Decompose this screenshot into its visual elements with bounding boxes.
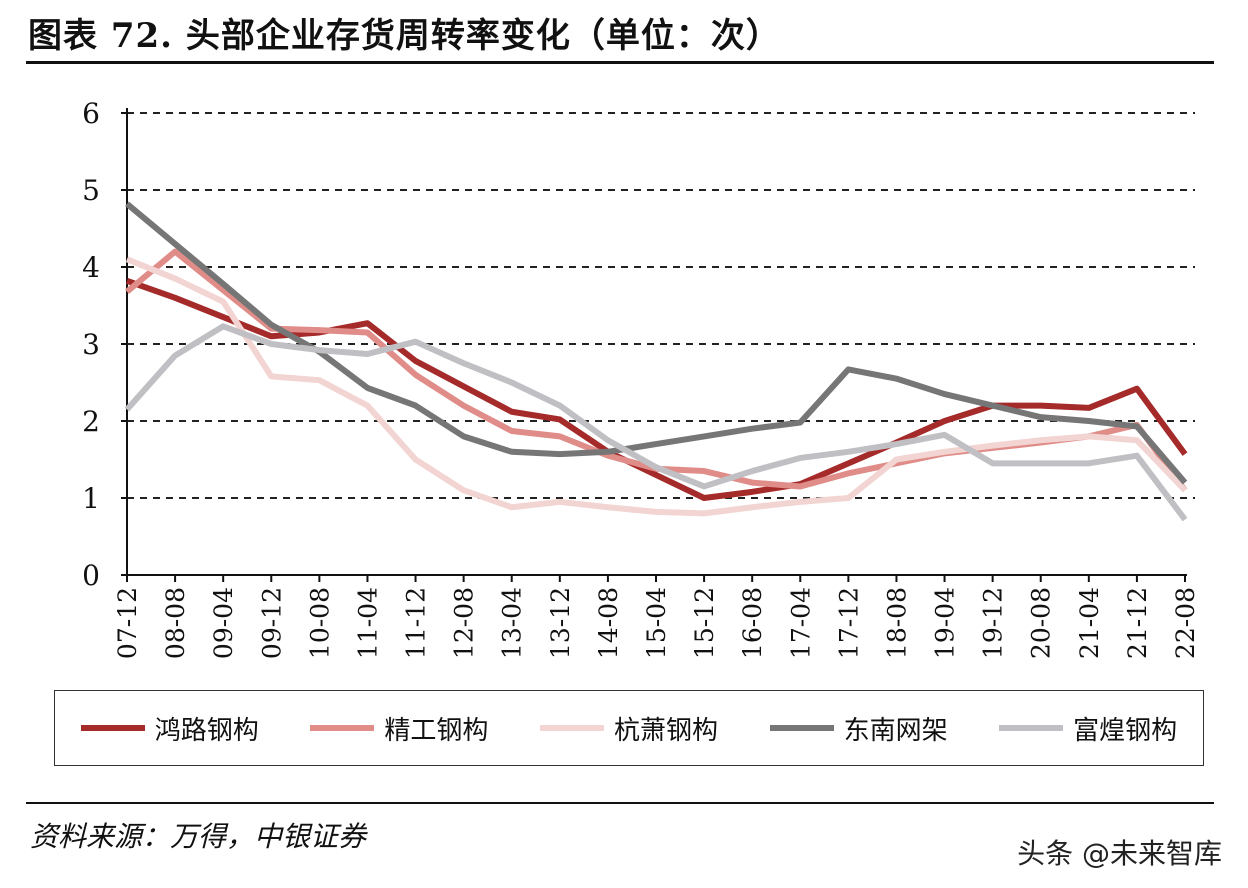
y-tick-label: 1 — [82, 482, 100, 515]
x-tick-label: 17-04 — [786, 587, 815, 659]
legend-swatch — [80, 725, 145, 731]
x-tick-label: 18-08 — [882, 587, 911, 659]
x-tick-label: 19-12 — [979, 587, 1008, 659]
chart-title: 图表 72. 头部企业存货周转率变化（单位：次） — [28, 16, 781, 56]
x-tick-label: 08-08 — [161, 587, 190, 659]
title-divider — [26, 61, 1214, 64]
legend-swatch — [769, 725, 834, 731]
line-chart: 0 1 2 3 4 5 6 07-12 08-08 09-04 09-12 10-08 11-04 11-… — [82, 97, 1200, 659]
legend-label: 鸿路钢构 — [154, 715, 259, 746]
x-tick-label: 19-04 — [931, 587, 960, 659]
x-tick-label: 22-08 — [1171, 587, 1200, 659]
x-tick-label: 21-12 — [1123, 587, 1152, 659]
series-line-1 — [125, 248, 1188, 493]
legend-swatch — [539, 725, 604, 731]
x-tick-label: 13-04 — [498, 587, 527, 659]
x-tick-label: 21-04 — [1075, 587, 1104, 659]
legend-item: 鸿路钢构 — [80, 710, 259, 747]
x-tick-label: 15-04 — [642, 587, 671, 659]
legend-item: 富煌钢构 — [999, 710, 1177, 747]
y-tick-label: 5 — [82, 174, 100, 207]
x-tick-label: 09-12 — [257, 587, 286, 659]
y-tick-label: 6 — [82, 97, 100, 130]
y-tick-label: 4 — [82, 251, 100, 284]
y-tick-label: 0 — [82, 559, 100, 592]
series-line-4 — [124, 323, 1188, 522]
y-tick-label: 3 — [82, 328, 100, 361]
x-tick-label: 10-08 — [305, 587, 334, 659]
legend-item: 精工钢构 — [310, 710, 488, 747]
legend-label: 精工钢构 — [384, 715, 489, 746]
legend-label: 富煌钢构 — [1073, 715, 1178, 746]
legend-label: 东南网架 — [843, 715, 948, 746]
legend: 鸿路钢构 精工钢构 杭萧钢构 东南网架 富煌钢构 — [54, 690, 1204, 766]
x-tick-label: 11-12 — [402, 587, 431, 659]
x-tick-label: 17-12 — [834, 587, 863, 659]
y-tick-label: 2 — [82, 405, 100, 438]
footer-divider — [26, 802, 1214, 804]
x-tick-label: 11-04 — [353, 587, 382, 659]
x-tick-label: 07-12 — [113, 587, 142, 659]
x-tick-label: 15-12 — [690, 587, 719, 659]
legend-item: 杭萧钢构 — [539, 710, 718, 747]
source-note: 资料来源：万得，中银证券 — [30, 820, 367, 853]
x-tick-label: 12-08 — [450, 587, 479, 659]
legend-item: 东南网架 — [769, 710, 948, 747]
x-tick-label: 20-08 — [1027, 587, 1056, 659]
legend-swatch — [310, 725, 375, 731]
legend-label: 杭萧钢构 — [613, 715, 718, 746]
legend-swatch — [999, 725, 1064, 731]
x-tick-label: 09-04 — [209, 587, 238, 659]
x-tick-label: 14-08 — [594, 587, 623, 659]
x-tick-label: 13-12 — [546, 587, 575, 659]
watermark: 头条 @未来智库 — [1017, 837, 1222, 870]
x-tick-label: 16-08 — [738, 587, 767, 659]
